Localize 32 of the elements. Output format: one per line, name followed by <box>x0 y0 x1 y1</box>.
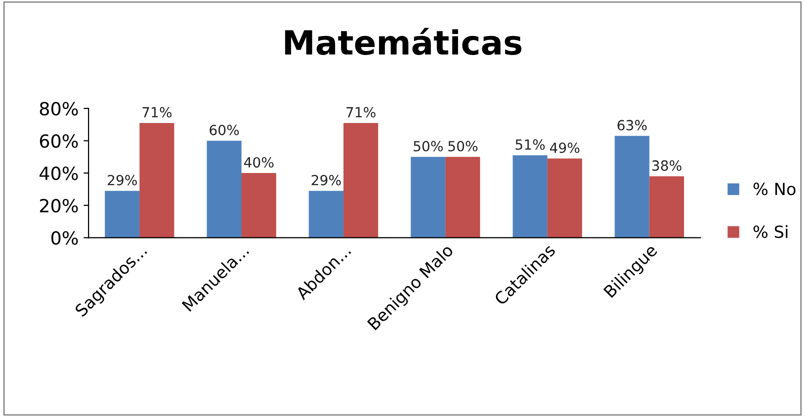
y-tick-label: 80% <box>40 102 78 116</box>
bar <box>140 122 174 238</box>
bar <box>512 155 548 238</box>
data-label: 29% <box>312 174 341 186</box>
bar <box>206 140 242 238</box>
y-tick-label: 40% <box>40 166 78 180</box>
y-tick-label: 20% <box>40 198 78 212</box>
data-label: 40% <box>244 157 274 168</box>
data-label: 60% <box>210 124 239 136</box>
legend-label: % Si <box>754 225 788 238</box>
y-tick-label: 0% <box>51 231 78 245</box>
data-label: 51% <box>516 139 545 150</box>
data-label: 50% <box>448 140 478 152</box>
bar <box>445 156 480 238</box>
bar <box>242 173 276 238</box>
data-label: 71% <box>346 106 376 118</box>
data-label: 50% <box>414 140 443 152</box>
bar <box>649 176 684 238</box>
data-label: 63% <box>618 120 647 130</box>
data-label: 71% <box>142 106 172 118</box>
bar <box>343 122 378 238</box>
bar <box>308 190 344 238</box>
bar <box>547 158 582 238</box>
bar <box>410 156 446 238</box>
chart-title: Matemáticas <box>285 28 522 55</box>
bar <box>104 190 140 238</box>
data-label: 38% <box>652 160 682 171</box>
bar <box>614 136 650 238</box>
legend-label: % No <box>754 182 796 196</box>
data-label: 29% <box>108 174 137 186</box>
y-tick-label: 60% <box>40 134 78 148</box>
data-label: 49% <box>550 142 580 154</box>
